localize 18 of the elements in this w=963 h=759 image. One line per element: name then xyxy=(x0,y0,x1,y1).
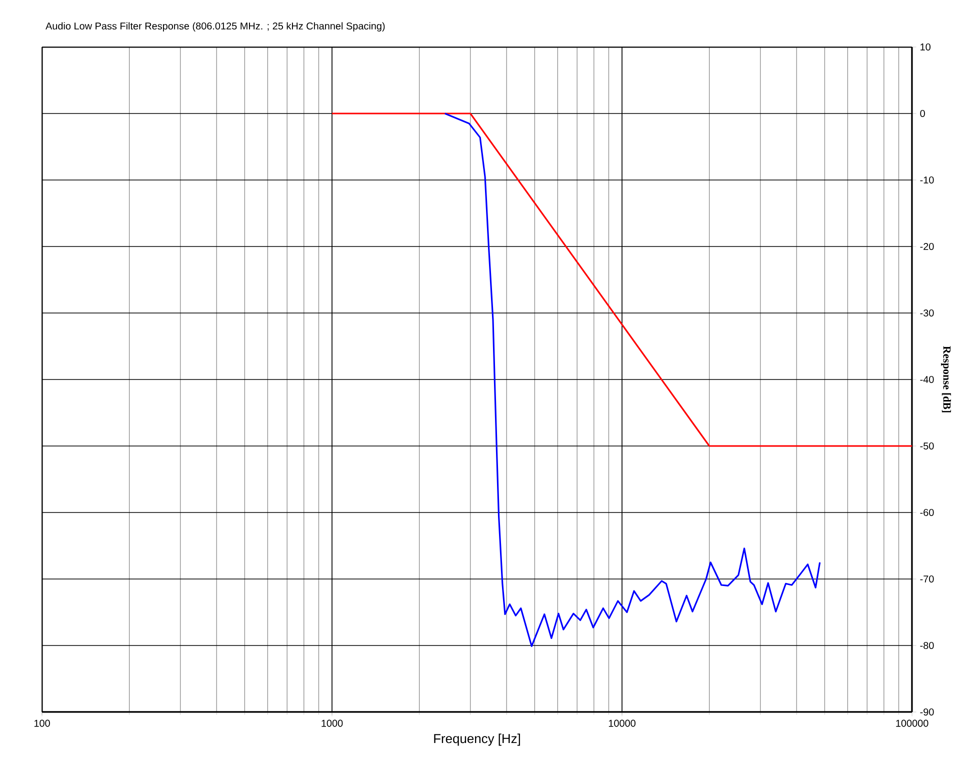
y-tick-label: -10 xyxy=(920,176,934,184)
y-tick-label: -60 xyxy=(920,508,934,516)
y-tick-label: -20 xyxy=(920,242,934,250)
y-tick-label: -80 xyxy=(920,642,934,650)
chart-title: Audio Low Pass Filter Response (806.0125 MHz. ; 25 kHz Channel Spacing) xyxy=(46,22,385,32)
x-axis-title: Frequency [Hz] xyxy=(434,734,520,746)
y-tick-label: -50 xyxy=(920,442,934,450)
y-tick-label: 10 xyxy=(920,43,930,51)
x-tick-label: 100000 xyxy=(896,720,928,727)
x-tick-label: 1000 xyxy=(322,720,343,727)
y-tick-label: 0 xyxy=(920,110,925,118)
y-tick-label: -40 xyxy=(920,376,934,384)
x-tick-label: 100 xyxy=(34,720,50,727)
y-tick-label: -90 xyxy=(920,708,934,716)
y-tick-label: -30 xyxy=(920,309,934,317)
y-tick-label: -70 xyxy=(920,575,934,583)
x-tick-label: 10000 xyxy=(608,720,636,727)
y-axis-title: Response [dB] xyxy=(941,346,951,412)
